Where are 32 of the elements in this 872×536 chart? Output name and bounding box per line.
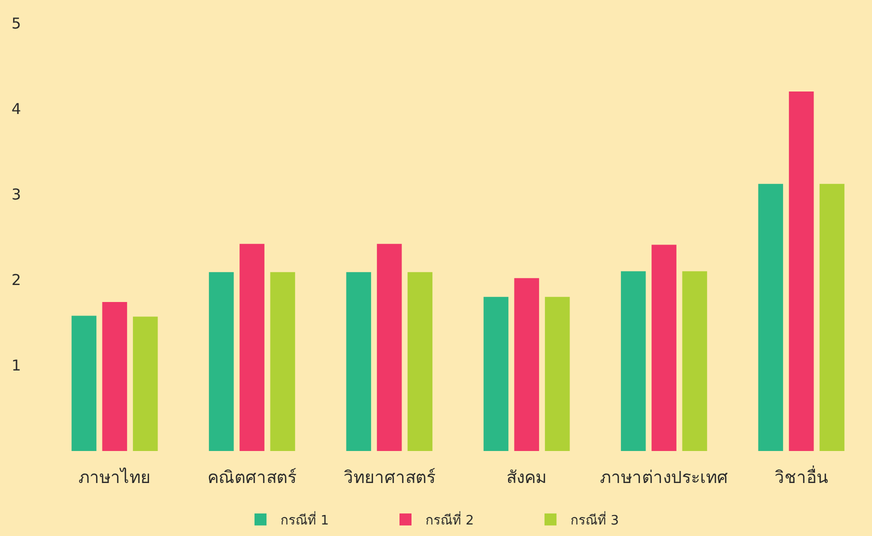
bar (240, 244, 264, 451)
bar (620, 271, 646, 451)
legend-label: กรณีที่ 1 (280, 512, 329, 529)
y-tick-label: 1 (11, 356, 21, 375)
x-tick-label: วิชาอื่น (774, 465, 828, 488)
bar (376, 244, 402, 451)
y-tick-label: 3 (11, 185, 21, 204)
legend-label: กรณีที่ 2 (426, 512, 474, 529)
y-tick-label: 4 (11, 100, 21, 118)
y-tick-label: 2 (11, 271, 21, 290)
bar (682, 271, 708, 451)
bar (758, 184, 784, 451)
x-tick-label: สังคม (506, 468, 547, 488)
legend-label: กรณีที่ 3 (570, 512, 619, 529)
bar (208, 272, 234, 451)
bar (544, 296, 570, 451)
x-tick-label: คณิตศาสตร์ (208, 468, 296, 488)
x-tick-label: วิทยาศาสตร์ (343, 468, 436, 488)
bar (72, 316, 96, 451)
bar (652, 244, 676, 451)
x-tick-label: ภาษาไทย (78, 467, 151, 488)
bar (820, 184, 844, 451)
y-tick-label: 5 (11, 14, 21, 32)
bar (484, 296, 508, 451)
bar (788, 91, 814, 451)
bar (346, 272, 372, 451)
bar (408, 272, 432, 451)
x-tick-label: ภาษาต่างประเทศ (600, 468, 728, 488)
bar (102, 302, 128, 451)
bar (514, 278, 540, 451)
bar (132, 316, 158, 451)
bar (270, 272, 296, 451)
